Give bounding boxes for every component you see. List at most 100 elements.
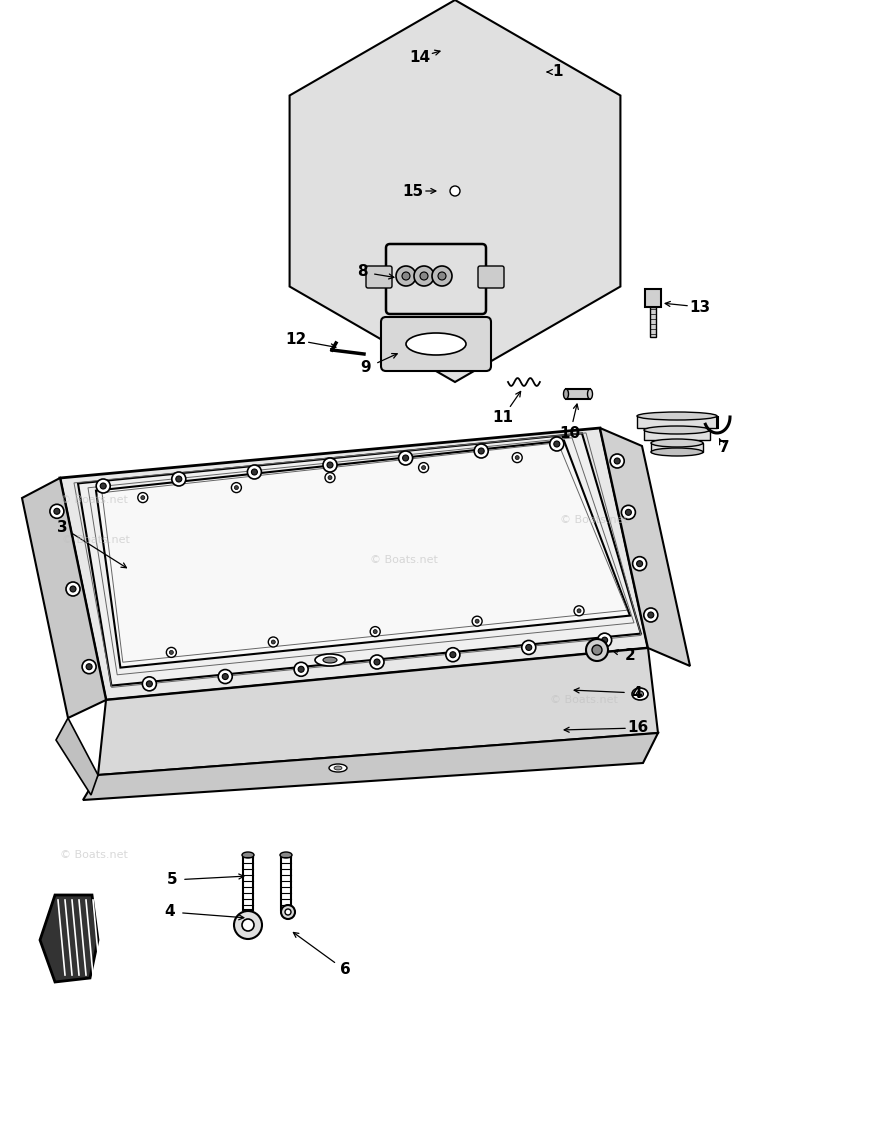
Ellipse shape <box>523 57 545 89</box>
Circle shape <box>66 582 80 596</box>
Circle shape <box>610 455 624 468</box>
Text: 7: 7 <box>718 441 729 456</box>
Text: 5: 5 <box>167 873 177 888</box>
Circle shape <box>438 272 446 280</box>
Circle shape <box>54 508 60 514</box>
Circle shape <box>371 627 380 637</box>
Circle shape <box>399 451 413 465</box>
Circle shape <box>526 645 531 650</box>
FancyBboxPatch shape <box>366 266 392 288</box>
Ellipse shape <box>651 448 703 456</box>
Circle shape <box>374 659 380 665</box>
Circle shape <box>601 637 607 643</box>
Text: 8: 8 <box>357 264 367 279</box>
Circle shape <box>166 647 177 657</box>
Ellipse shape <box>636 691 643 698</box>
Circle shape <box>614 458 621 463</box>
Polygon shape <box>289 0 621 382</box>
Circle shape <box>598 633 612 647</box>
Text: © Boats.net: © Boats.net <box>62 536 130 544</box>
Bar <box>448 28 461 146</box>
Bar <box>566 389 590 399</box>
Text: 11: 11 <box>493 410 514 424</box>
Bar <box>644 430 710 440</box>
Circle shape <box>234 911 262 939</box>
Circle shape <box>522 640 536 655</box>
FancyBboxPatch shape <box>381 317 491 371</box>
Circle shape <box>271 640 275 644</box>
Circle shape <box>295 663 309 676</box>
Circle shape <box>636 560 642 567</box>
Ellipse shape <box>285 909 291 915</box>
Text: 4: 4 <box>164 904 176 919</box>
Ellipse shape <box>529 65 539 81</box>
Circle shape <box>325 472 335 483</box>
Ellipse shape <box>447 25 461 32</box>
Polygon shape <box>60 428 648 700</box>
Bar <box>651 443 703 452</box>
Circle shape <box>419 462 428 472</box>
Circle shape <box>370 655 384 669</box>
Circle shape <box>626 510 631 515</box>
Circle shape <box>96 479 110 493</box>
Circle shape <box>432 266 452 286</box>
Circle shape <box>142 677 156 691</box>
Ellipse shape <box>587 389 593 399</box>
Bar <box>281 855 291 910</box>
Polygon shape <box>83 734 658 800</box>
Ellipse shape <box>564 389 568 399</box>
Bar <box>650 307 656 337</box>
Circle shape <box>252 469 258 475</box>
Text: 12: 12 <box>286 333 307 348</box>
Text: © Boats.net: © Boats.net <box>60 850 128 860</box>
Circle shape <box>323 458 337 472</box>
Circle shape <box>644 608 658 622</box>
Circle shape <box>586 639 608 661</box>
Ellipse shape <box>323 657 337 663</box>
Circle shape <box>396 266 416 286</box>
Circle shape <box>70 586 76 592</box>
FancyBboxPatch shape <box>478 266 504 288</box>
Circle shape <box>234 486 239 489</box>
Text: 9: 9 <box>361 360 371 376</box>
Text: 15: 15 <box>402 183 424 198</box>
Ellipse shape <box>334 766 342 770</box>
Circle shape <box>232 483 241 493</box>
Bar <box>645 289 661 307</box>
Ellipse shape <box>329 764 347 772</box>
Ellipse shape <box>406 333 466 356</box>
Circle shape <box>242 919 254 931</box>
Circle shape <box>414 266 434 286</box>
Polygon shape <box>22 478 106 718</box>
Circle shape <box>621 505 635 520</box>
Circle shape <box>577 609 581 613</box>
Text: © Boats.net: © Boats.net <box>370 555 438 565</box>
Circle shape <box>328 476 332 479</box>
Circle shape <box>172 472 186 486</box>
Bar <box>637 416 717 428</box>
Polygon shape <box>98 648 658 775</box>
Circle shape <box>648 612 654 618</box>
Text: 6: 6 <box>340 963 350 978</box>
Ellipse shape <box>637 412 717 420</box>
Circle shape <box>222 674 228 680</box>
Text: © Boats.net: © Boats.net <box>560 515 628 525</box>
Circle shape <box>247 465 261 479</box>
Circle shape <box>515 456 519 460</box>
Circle shape <box>402 272 410 280</box>
Ellipse shape <box>644 426 710 434</box>
Ellipse shape <box>242 852 254 858</box>
Text: 1: 1 <box>552 64 563 80</box>
Circle shape <box>170 650 173 655</box>
Bar <box>243 855 253 910</box>
Circle shape <box>592 645 602 655</box>
Circle shape <box>141 496 145 500</box>
Circle shape <box>373 630 378 633</box>
Ellipse shape <box>315 654 345 666</box>
Polygon shape <box>600 428 690 666</box>
Text: 2: 2 <box>625 648 635 663</box>
Circle shape <box>421 466 426 469</box>
Text: © Boats.net: © Boats.net <box>550 695 618 705</box>
Text: 13: 13 <box>690 299 711 315</box>
Ellipse shape <box>281 904 295 919</box>
